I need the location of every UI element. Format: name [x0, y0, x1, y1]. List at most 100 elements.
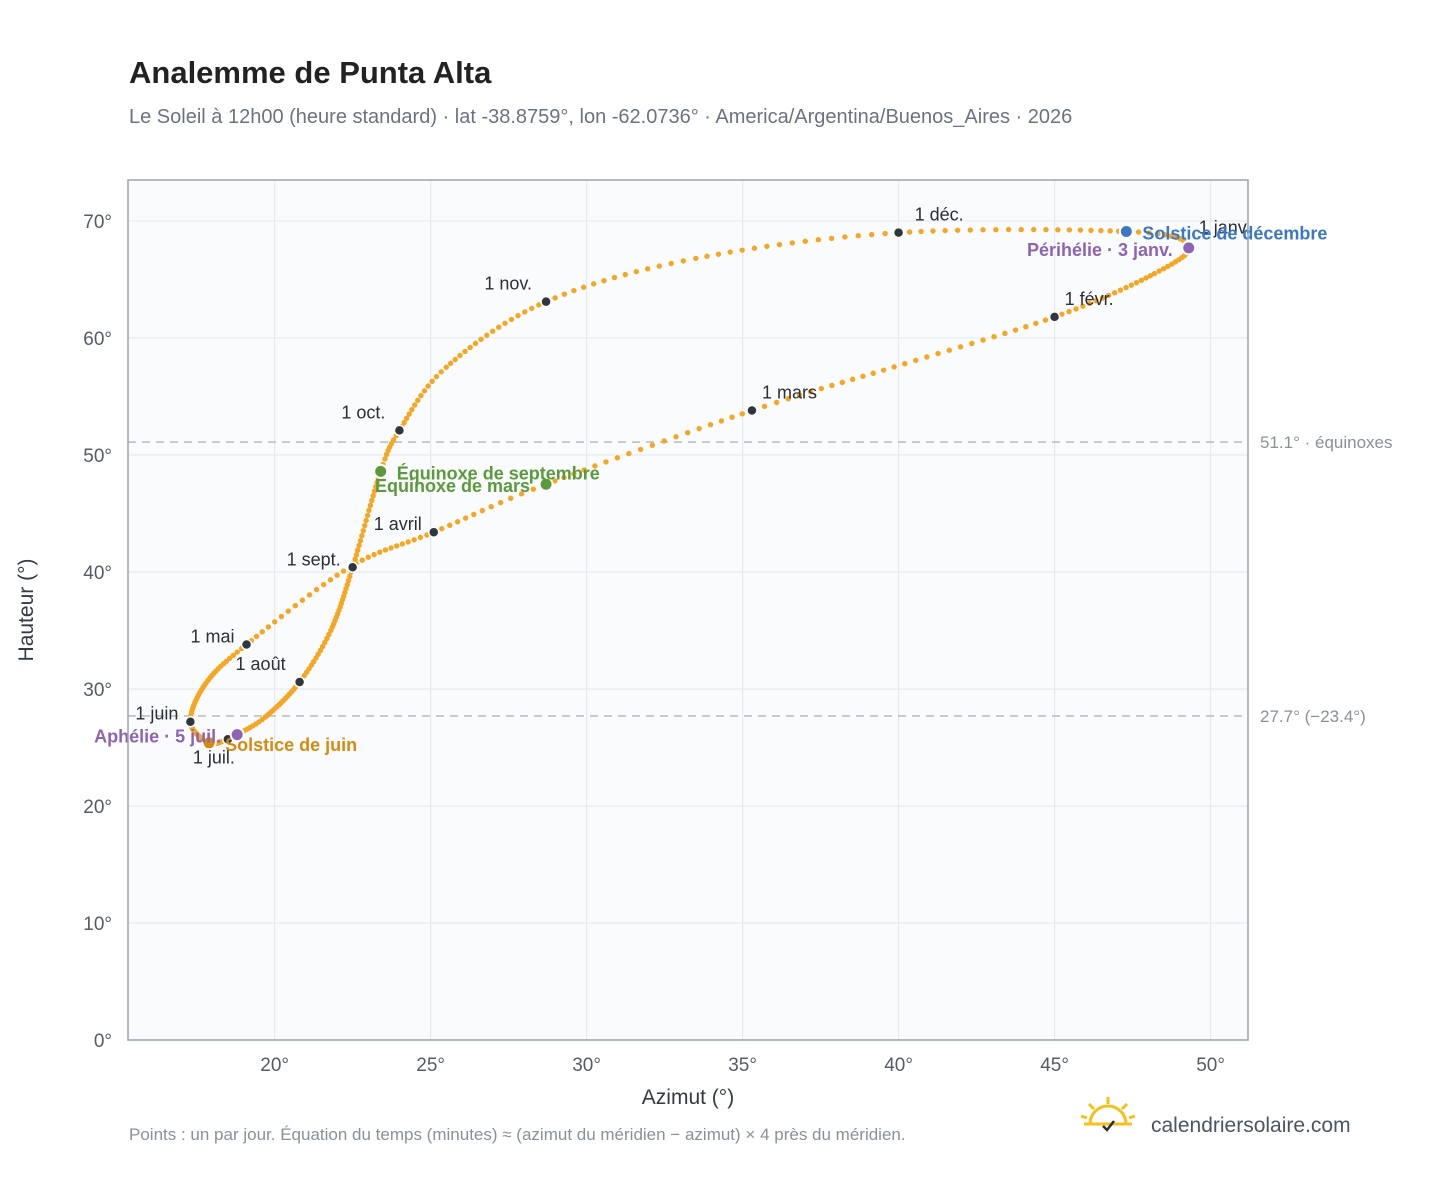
y-tick-label: 40°: [83, 563, 112, 584]
daily-point: [1099, 295, 1106, 301]
daily-point: [1135, 229, 1142, 235]
daily-point: [405, 539, 411, 545]
daily-point: [656, 263, 663, 269]
y-tick-label: 20°: [83, 797, 112, 818]
daily-point: [1005, 226, 1012, 233]
daily-point: [868, 231, 875, 238]
daily-point: [860, 373, 866, 379]
daily-point: [292, 602, 298, 609]
daily-point: [377, 549, 383, 555]
event-label: Aphélie · 5 juil.: [94, 727, 221, 747]
daily-point: [409, 406, 415, 413]
daily-point: [344, 581, 350, 588]
daily-point: [299, 597, 306, 603]
x-tick-label: 30°: [572, 1055, 601, 1076]
daily-point: [1138, 277, 1145, 283]
daily-point: [412, 402, 418, 408]
daily-point: [842, 234, 848, 240]
daily-point: [234, 649, 240, 655]
event-label: Périhélie · 3 janv.: [1027, 240, 1173, 260]
daily-point: [789, 240, 796, 246]
daily-point: [536, 302, 542, 308]
daily-point: [1117, 287, 1124, 293]
daily-point: [1055, 227, 1061, 233]
daily-point: [1162, 232, 1168, 238]
daily-point: [764, 243, 770, 250]
daily-point: [626, 450, 632, 457]
event-marker: [201, 735, 217, 751]
month-marker: [293, 676, 306, 688]
daily-point: [363, 517, 369, 524]
month-marker: [540, 295, 552, 308]
daily-point: [957, 344, 964, 350]
daily-point: [439, 526, 445, 532]
event-label: Équinoxe de septembre: [397, 462, 600, 483]
daily-point: [324, 635, 330, 642]
daily-point: [399, 541, 406, 547]
daily-point: [326, 631, 332, 638]
daily-point: [828, 235, 835, 241]
daily-point: [942, 227, 948, 234]
daily-point: [471, 511, 477, 518]
daily-point: [230, 652, 236, 659]
daily-point: [1111, 290, 1118, 296]
daily-point: [367, 502, 374, 509]
reference-line-label: 27.7° (−23.4°): [1260, 707, 1366, 726]
daily-point: [802, 238, 808, 244]
sun-logo-icon: [1080, 1097, 1136, 1132]
daily-point: [622, 271, 628, 278]
daily-point: [522, 309, 528, 315]
daily-point: [592, 463, 598, 469]
daily-point: [704, 253, 710, 259]
x-tick-label: 40°: [884, 1055, 913, 1076]
daily-point: [447, 360, 454, 367]
daily-point: [462, 515, 469, 521]
daily-point: [1147, 273, 1154, 279]
daily-point: [637, 446, 644, 453]
daily-point: [359, 533, 365, 539]
daily-point: [370, 493, 376, 499]
daily-point: [882, 230, 888, 237]
event-label: Équinoxe de mars: [375, 475, 530, 496]
daily-point: [340, 568, 347, 574]
reference-lines: 51.1° · équinoxes 27.7° (−23.4°): [128, 433, 1393, 726]
month-label: 1 févr.: [1065, 289, 1114, 309]
y-tick-label: 70°: [83, 212, 112, 233]
daily-point: [322, 639, 328, 646]
daily-point: [320, 581, 327, 588]
daily-point: [327, 577, 334, 583]
daily-point: [614, 455, 621, 461]
daily-point: [479, 507, 485, 514]
month-label: 1 août: [236, 654, 286, 674]
month-label: 1 mai: [191, 627, 235, 647]
daily-point: [515, 312, 521, 319]
daily-point: [369, 497, 375, 504]
daily-point: [849, 376, 856, 383]
event-marker: [1181, 240, 1197, 256]
daily-point: [319, 643, 326, 650]
daily-point: [870, 370, 876, 376]
daily-point: [401, 419, 407, 426]
daily-point: [673, 434, 679, 440]
daily-point: [633, 268, 640, 275]
daily-point: [502, 320, 508, 326]
daily-point: [818, 385, 825, 392]
daily-point: [815, 237, 822, 243]
daily-point: [497, 499, 504, 506]
daily-point: [347, 573, 353, 579]
y-tick-label: 0°: [94, 1031, 112, 1052]
event-label: Solstice de décembre: [1142, 223, 1327, 243]
daily-point: [644, 266, 651, 272]
daily-point: [839, 379, 846, 386]
y-axis-title: Hauteur (°): [15, 559, 38, 662]
daily-point: [729, 414, 735, 420]
daily-point: [462, 348, 468, 355]
daily-point: [1098, 227, 1104, 234]
daily-point: [924, 354, 930, 360]
daily-point: [259, 629, 265, 635]
daily-point: [447, 522, 453, 528]
event-marker: [229, 727, 245, 743]
daily-point: [528, 305, 535, 312]
month-marker: [184, 715, 197, 728]
daily-point: [891, 364, 897, 370]
